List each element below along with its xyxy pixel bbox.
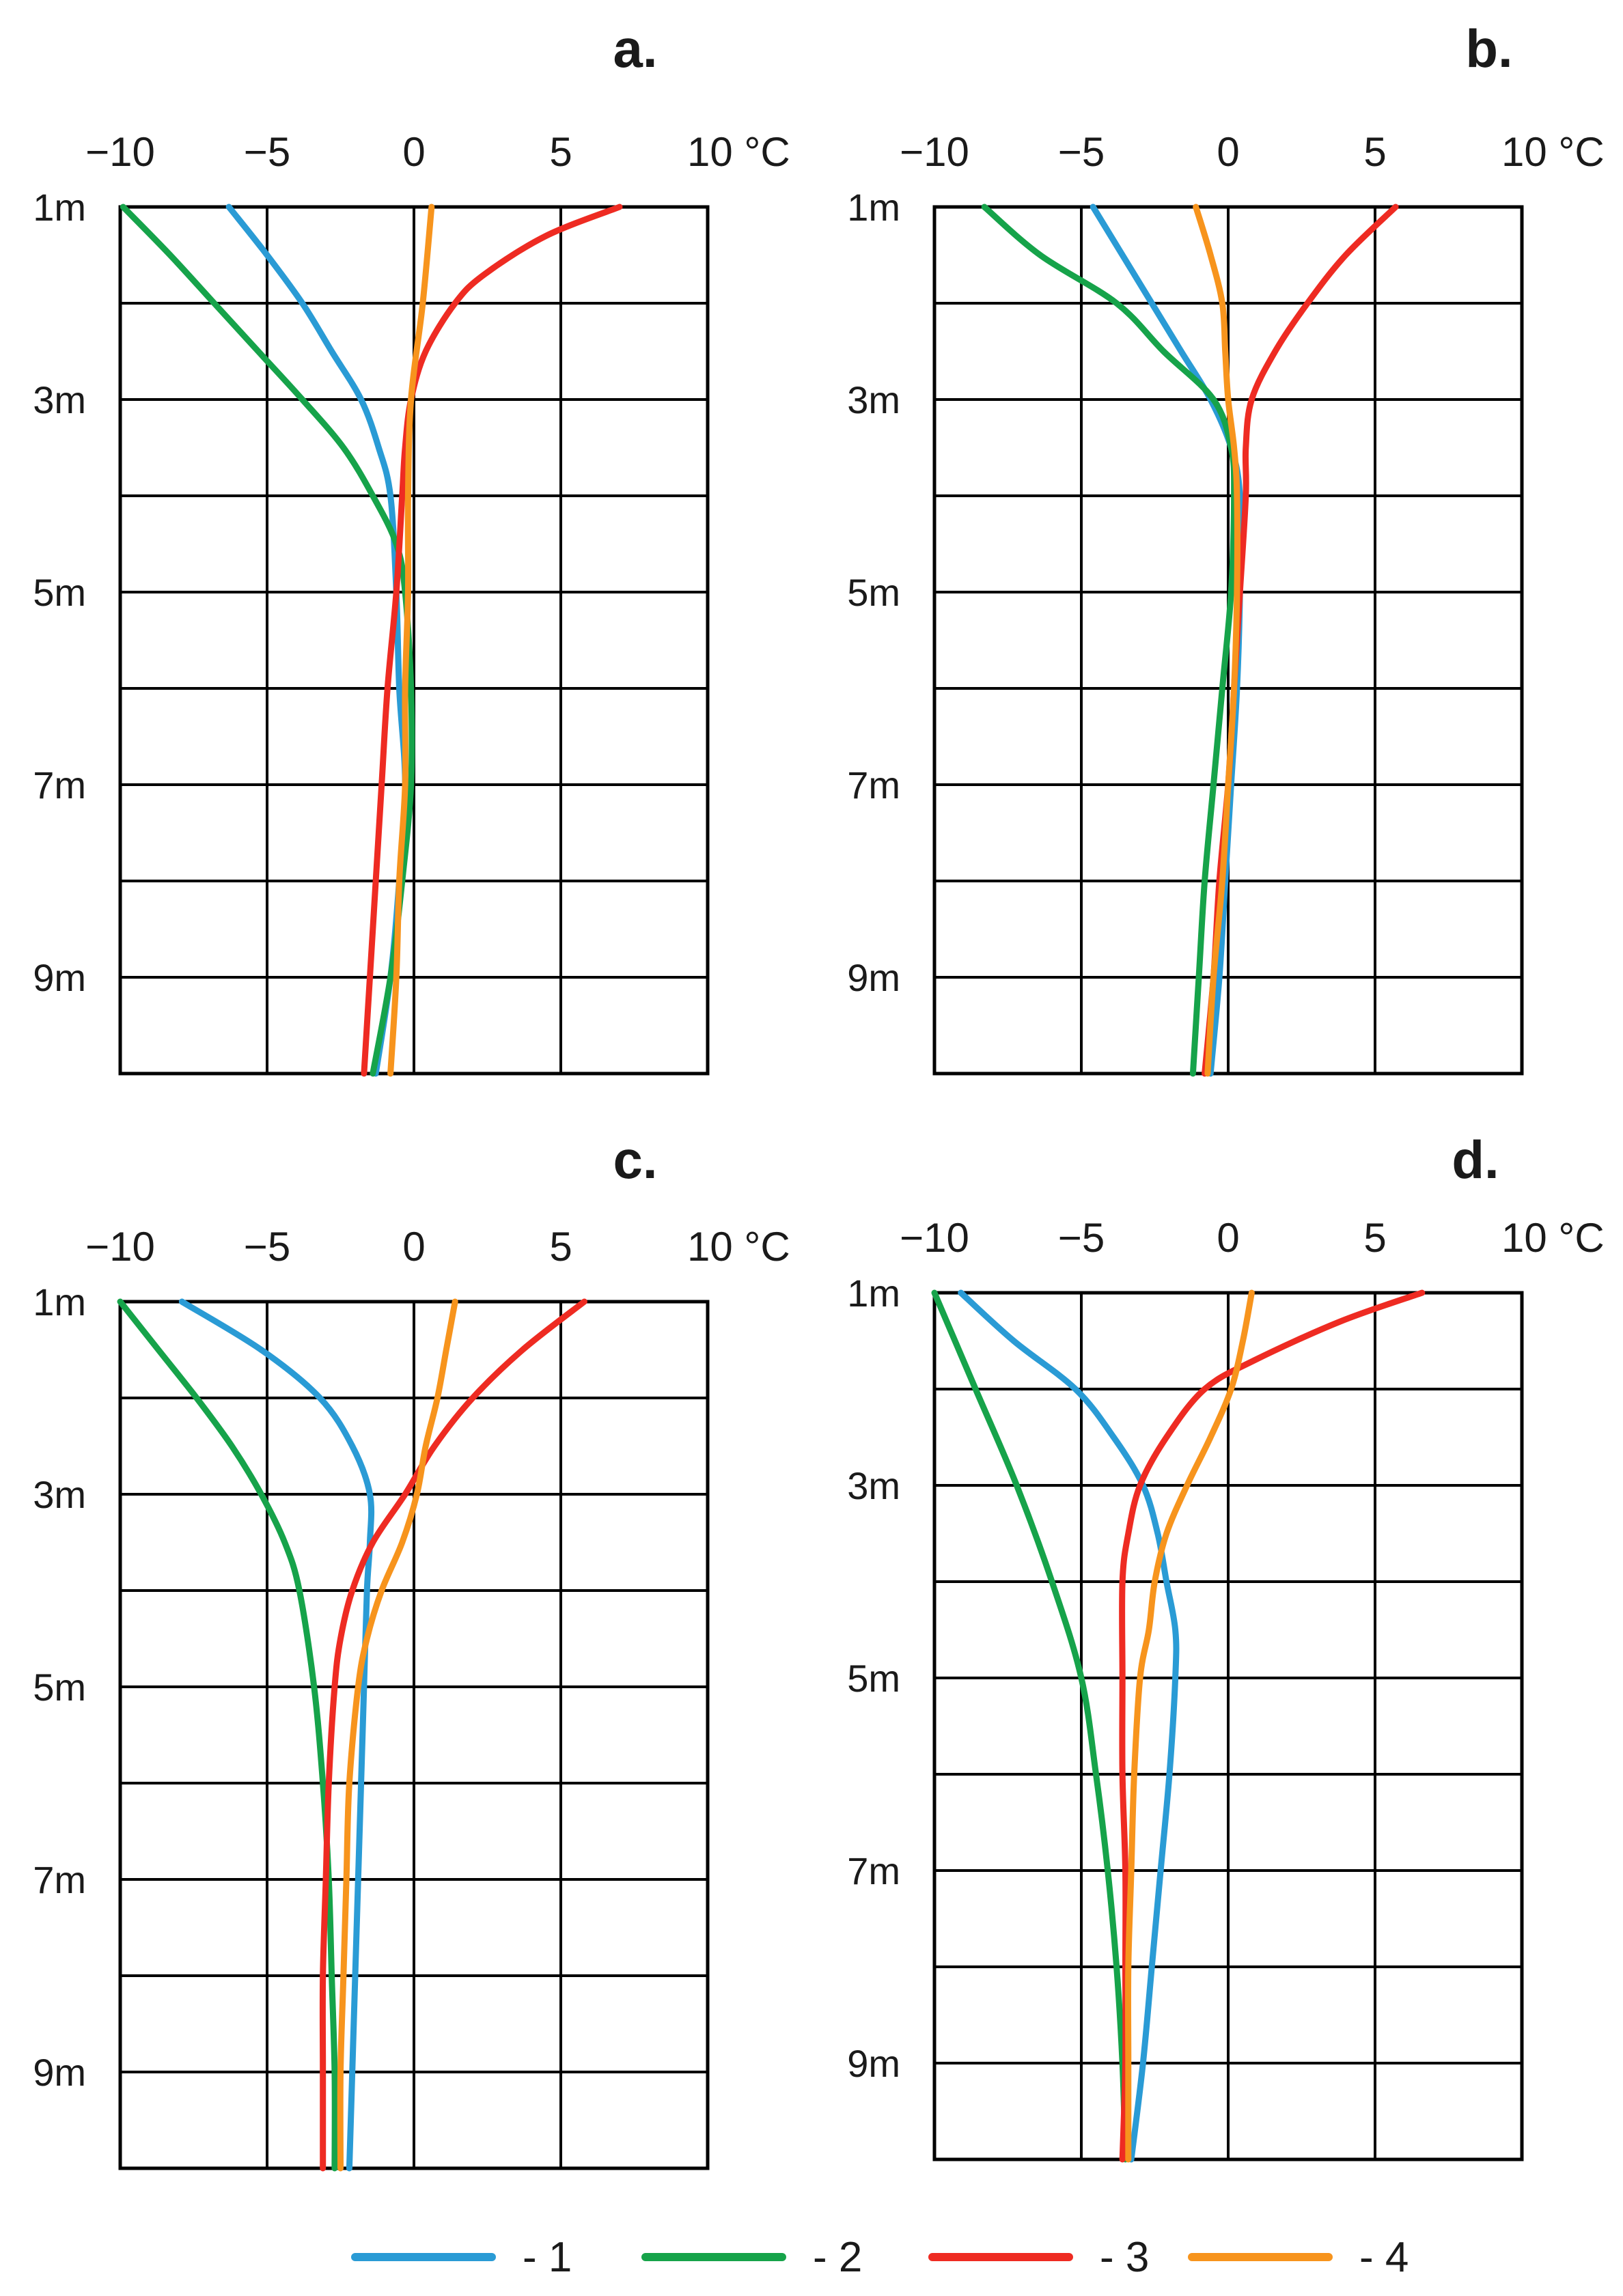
legend-item-3: - 3 — [928, 2234, 1149, 2281]
y-tick-label: 9m — [847, 2042, 900, 2085]
plot-frame — [932, 205, 1524, 1076]
panel-title: d. — [1452, 1130, 1499, 1190]
y-tick-label: 7m — [847, 1849, 900, 1892]
legend-item-1: - 1 — [351, 2234, 572, 2281]
series-line-2 — [981, 204, 1238, 1077]
y-tick-label: 3m — [847, 378, 900, 421]
x-tick-label: 5 — [1363, 1215, 1386, 1261]
x-tick-label: −5 — [244, 1224, 290, 1270]
x-tick-label: −10 — [900, 1215, 969, 1261]
series-line-4 — [1193, 204, 1240, 1077]
y-tick-label: 7m — [33, 1858, 86, 1901]
y-tick-label: 9m — [33, 2051, 86, 2094]
x-tick-label: −10 — [85, 129, 155, 175]
x-tick-label: −5 — [244, 129, 290, 175]
y-tick-label: 7m — [33, 764, 86, 807]
panel-b: b. −10 −5 0 5 10 °C 1m 3m 5m 7m 9m — [847, 18, 1605, 1077]
y-tick-label: 3m — [33, 378, 86, 421]
panel-c: c. −10 −5 0 5 10 °C 1m 3m 5m 7m 9m — [33, 1130, 790, 2172]
x-tick-label: 0 — [402, 129, 425, 175]
x-tick-label: 5 — [1363, 129, 1386, 175]
x-tick-label: 0 — [1217, 1215, 1239, 1261]
y-tick-label: 3m — [847, 1464, 900, 1507]
series-line-1 — [958, 1289, 1180, 2163]
panel-title: a. — [613, 18, 657, 79]
y-tick-label: 1m — [847, 1272, 900, 1315]
panel-title: c. — [613, 1130, 657, 1190]
series-line-1 — [178, 1298, 375, 2172]
plot-frame — [932, 1291, 1524, 2161]
series-line-3 — [361, 204, 623, 1077]
legend-item-4: - 4 — [1188, 2234, 1409, 2281]
x-tick-label: −5 — [1058, 129, 1105, 175]
y-tick-label: 5m — [847, 571, 900, 614]
y-tick-label: 1m — [33, 1280, 86, 1324]
legend-label-4: - 4 — [1359, 2234, 1409, 2281]
x-tick-label: 0 — [402, 1224, 425, 1270]
series-line-3 — [1119, 1289, 1426, 2163]
panel-title: b. — [1465, 18, 1512, 79]
y-tick-label: 3m — [33, 1473, 86, 1516]
x-tick-label: 10 °C — [687, 1224, 790, 1270]
panels: a. −10 −5 0 5 10 °C 1m 3m 5m 7m 9m b. −10 −5 0 5 10 °C 1m… — [33, 18, 1605, 2172]
x-tick-label: −5 — [1058, 1215, 1105, 1261]
legend-label-3: - 3 — [1100, 2234, 1149, 2281]
x-tick-label: 10 °C — [687, 129, 790, 175]
legend: - 1 - 2 - 3 - 4 — [351, 2234, 1409, 2281]
series-line-4 — [387, 204, 435, 1077]
x-tick-label: 5 — [549, 1224, 572, 1270]
x-tick-label: 0 — [1217, 129, 1239, 175]
x-tick-label: −10 — [900, 129, 969, 175]
panel-d: d. −10 −5 0 5 10 °C 1m 3m 5m 7m 9m — [847, 1130, 1605, 2163]
plot-frame — [118, 1300, 710, 2170]
x-tick-label: 10 °C — [1501, 1215, 1605, 1261]
series-line-2 — [117, 1298, 338, 2172]
y-tick-label: 9m — [33, 956, 86, 999]
legend-item-2: - 2 — [641, 2234, 862, 2281]
x-tick-label: 5 — [549, 129, 572, 175]
y-tick-label: 1m — [33, 186, 86, 229]
series-line-2 — [931, 1289, 1128, 2163]
legend-label-2: - 2 — [813, 2234, 862, 2281]
series-line-1 — [225, 204, 408, 1077]
y-tick-label: 5m — [33, 1666, 86, 1709]
series-line-3 — [319, 1298, 587, 2172]
x-tick-label: −10 — [85, 1224, 155, 1270]
y-tick-label: 5m — [33, 571, 86, 614]
series-line-4 — [337, 1298, 458, 2172]
y-tick-label: 1m — [847, 186, 900, 229]
plot-frame — [118, 205, 710, 1076]
legend-label-1: - 1 — [523, 2234, 572, 2281]
series-line-4 — [1124, 1289, 1255, 2163]
y-tick-label: 9m — [847, 956, 900, 999]
x-tick-label: 10 °C — [1501, 129, 1605, 175]
panel-a: a. −10 −5 0 5 10 °C 1m 3m 5m 7m 9m — [33, 18, 790, 1077]
y-tick-label: 7m — [847, 764, 900, 807]
y-tick-label: 5m — [847, 1657, 900, 1700]
